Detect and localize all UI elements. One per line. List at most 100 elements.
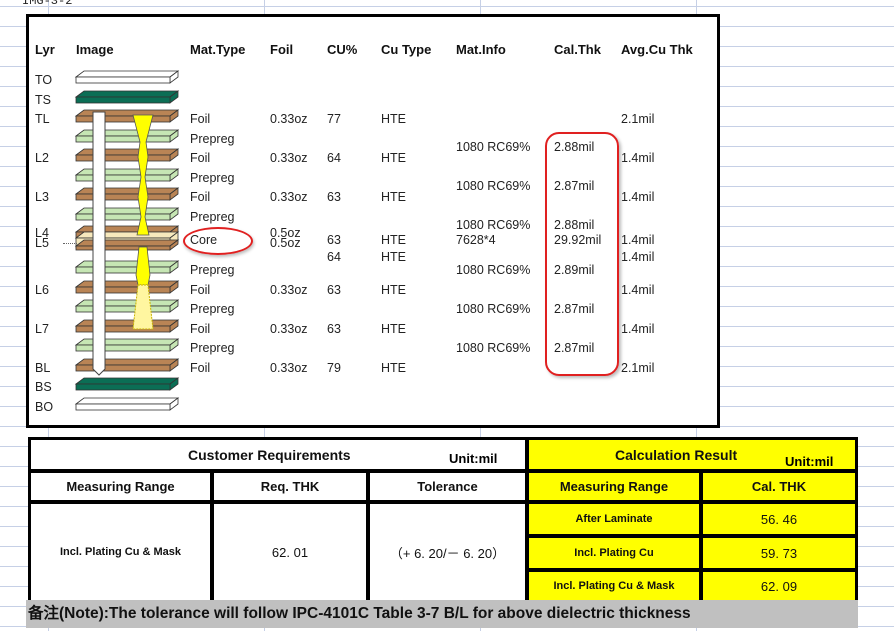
row-lyr: L6 [35, 283, 49, 297]
row-info: 1080 RC69% [456, 140, 531, 154]
prepreg-layer [74, 168, 180, 182]
row-mat: Prepreg [190, 263, 235, 277]
row-foil: 0.33oz [270, 283, 308, 297]
row-cal: 2.89mil [554, 263, 595, 277]
core-cal: 29.92mil [554, 233, 602, 247]
laser-via [132, 284, 154, 330]
row-avg: 2.1mil [621, 112, 655, 126]
core-cutype-bottom: HTE [381, 250, 406, 264]
row-info: 1080 RC69% [456, 263, 531, 277]
overlay-layer [74, 397, 180, 411]
row-lyr: BL [35, 361, 51, 375]
row-cal: 2.88mil [554, 140, 595, 154]
stackup-panel: Lyr Image Mat.Type Foil CU% Cu Type Mat.… [26, 14, 720, 428]
mask-layer [74, 377, 180, 391]
row-cu: 77 [327, 112, 341, 126]
calc-value-plating-mask: 62. 09 [703, 572, 855, 600]
header-image: Image [76, 42, 114, 57]
customer-unit: Unit:mil [449, 451, 498, 466]
row-foil: 0.33oz [270, 151, 308, 165]
core-cutype-top: HTE [381, 233, 406, 247]
calc-unit: Unit:mil [785, 454, 834, 469]
row-cutype: HTE [381, 151, 406, 165]
blind-via-top [132, 114, 154, 236]
prepreg-layer [74, 207, 180, 221]
row-lyr: L2 [35, 151, 49, 165]
row-lyr: TL [35, 112, 50, 126]
row-mat: Prepreg [190, 341, 235, 355]
row-lyr: BO [35, 400, 54, 414]
row-avg: 2.1mil [621, 361, 655, 375]
core-avg-bottom: 1.4mil [621, 250, 655, 264]
customer-header-range: Measuring Range [31, 473, 210, 500]
row-mat: Prepreg [190, 171, 235, 185]
customer-tolerance: （+ 6. 20/－ 6. 20） [370, 504, 525, 600]
header-lyr: Lyr [35, 42, 55, 57]
row-cutype: HTE [381, 322, 406, 336]
customer-req-thk: 62. 01 [214, 504, 366, 600]
calc-title: Calculation Result [529, 440, 855, 469]
foil-layer [74, 187, 180, 201]
calc-range-after-laminate: After Laminate [529, 504, 699, 534]
row-cu: 79 [327, 361, 341, 375]
row-cutype: HTE [381, 190, 406, 204]
calc-value-plating: 59. 73 [703, 538, 855, 568]
core-info: 7628*4 [456, 233, 496, 247]
row-avg: 1.4mil [621, 283, 655, 297]
row-lyr: L7 [35, 322, 49, 336]
row-mat: Foil [190, 361, 211, 375]
row-mat: Foil [190, 112, 211, 126]
prepreg-layer [74, 338, 180, 352]
thickness-table: Customer Requirements Unit:mil Measuring… [28, 437, 858, 600]
row-cutype: HTE [381, 283, 406, 297]
core-avg-top: 1.4mil [621, 233, 655, 247]
row-info: 1080 RC69% [456, 218, 531, 232]
calc-header-thk: Cal. THK [703, 473, 855, 500]
core-leader-line [63, 243, 77, 244]
header-cal-thk: Cal.Thk [554, 42, 601, 57]
prepreg-layer [74, 129, 180, 143]
row-lyr: L3 [35, 190, 49, 204]
customer-header-tol: Tolerance [370, 473, 525, 500]
sheet-cell-text[interactable]: IMG-3-2 [22, 0, 73, 8]
row-mat: Prepreg [190, 302, 235, 316]
blind-via-bottom [135, 246, 151, 286]
through-drill [92, 111, 106, 376]
core-foil-top: 0.5oz [270, 226, 301, 240]
calc-title-text: Calculation Result [615, 446, 738, 463]
calc-value-after-laminate: 56. 46 [703, 504, 855, 534]
row-lyr: TO [35, 73, 53, 87]
foil-layer [74, 319, 180, 333]
calc-header-range: Measuring Range [529, 473, 699, 500]
customer-header-req: Req. THK [214, 473, 366, 500]
row-cutype: HTE [381, 112, 406, 126]
prepreg-layer [74, 299, 180, 313]
row-foil: 0.33oz [270, 361, 308, 375]
core-bottom-foil [74, 239, 180, 251]
foil-layer [74, 109, 180, 123]
header-mat-type: Mat.Type [190, 42, 246, 57]
core-lyr-top: L4 [35, 226, 49, 240]
customer-title-text: Customer Requirements [188, 446, 351, 463]
row-avg: 1.4mil [621, 322, 655, 336]
header-cu-type: Cu Type [381, 42, 432, 57]
header-avg-cu-thk: Avg.Cu Thk [621, 42, 693, 57]
header-mat-info: Mat.Info [456, 42, 506, 57]
core-cu-top: 63 [327, 233, 341, 247]
row-lyr: TS [35, 93, 51, 107]
row-info: 1080 RC69% [456, 302, 531, 316]
calc-range-plating: Incl. Plating Cu [529, 538, 699, 568]
row-info: 1080 RC69% [456, 341, 531, 355]
row-cal: 2.87mil [554, 302, 595, 316]
row-cu: 63 [327, 283, 341, 297]
header-foil: Foil [270, 42, 294, 57]
mask-layer [74, 90, 180, 104]
row-cal: 2.87mil [554, 179, 595, 193]
row-cutype: HTE [381, 361, 406, 375]
core-highlight [183, 227, 253, 255]
row-info: 1080 RC69% [456, 179, 531, 193]
row-foil: 0.33oz [270, 190, 308, 204]
customer-range: Incl. Plating Cu & Mask [31, 504, 210, 600]
calc-range-plating-mask: Incl. Plating Cu & Mask [529, 572, 699, 600]
row-avg: 1.4mil [621, 151, 655, 165]
